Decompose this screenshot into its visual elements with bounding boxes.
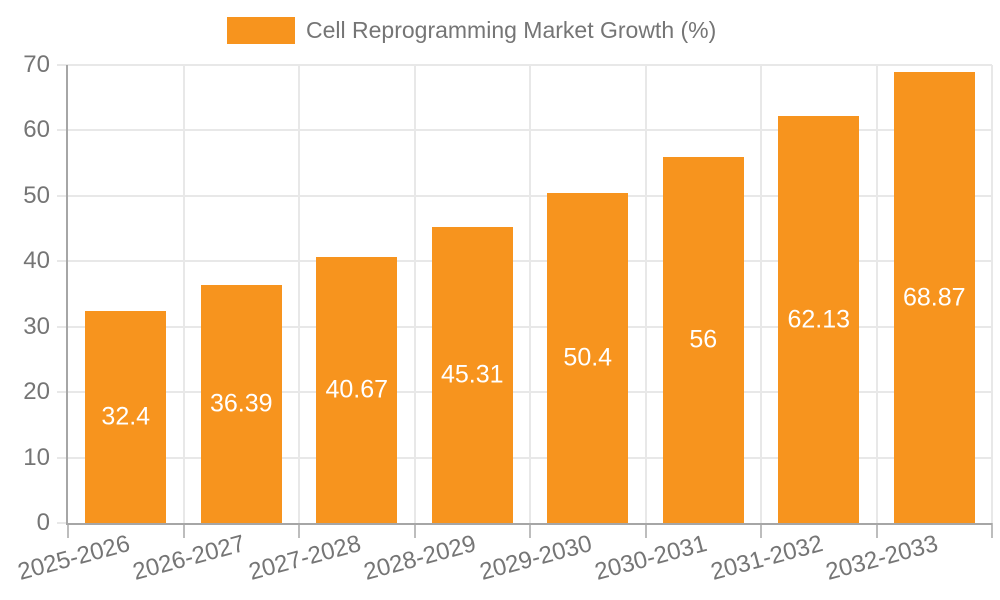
legend-label: Cell Reprogramming Market Growth (%) — [306, 17, 717, 43]
y-axis-tick-label: 70 — [23, 51, 50, 78]
y-axis-tick-label: 10 — [23, 443, 50, 471]
bar-value-label: 32.4 — [101, 402, 151, 431]
x-axis-tick-label: 2026-2027 — [130, 530, 249, 586]
x-axis-tick — [760, 523, 762, 538]
y-gridline — [57, 325, 992, 328]
y-gridline — [57, 129, 992, 132]
x-gridline — [875, 65, 878, 523]
x-gridline — [182, 65, 185, 523]
x-gridline — [298, 65, 300, 523]
x-gridline — [413, 65, 416, 523]
x-axis-tick-label: 2032-2033 — [823, 530, 942, 586]
x-gridline — [991, 65, 993, 523]
x-axis-tick-label: 2031-2032 — [707, 530, 826, 586]
x-axis-tick-label: 2028-2029 — [361, 530, 480, 586]
y-axis-tick-label: 30 — [23, 312, 50, 340]
x-axis-tick-label: 2029-2030 — [476, 530, 595, 586]
y-axis-tick-label: 60 — [23, 116, 50, 144]
y-gridline — [57, 456, 992, 459]
x-axis-tick-label: 2030-2031 — [592, 530, 711, 586]
x-axis-tick — [182, 523, 185, 538]
bar — [778, 116, 860, 523]
y-gridline — [57, 64, 992, 66]
bar — [547, 193, 629, 523]
bar — [893, 72, 975, 523]
y-tick — [57, 522, 68, 524]
bar-value-label: 62.13 — [787, 305, 851, 334]
x-gridline — [760, 65, 762, 523]
x-axis-tick — [413, 523, 416, 538]
bar-value-label: 56 — [689, 325, 718, 354]
x-axis-tick — [67, 523, 69, 538]
x-axis-tick — [298, 523, 300, 538]
y-axis-tick-label: 20 — [23, 378, 50, 406]
x-gridline — [529, 65, 531, 523]
bar-value-label: 36.39 — [209, 389, 273, 418]
x-axis-tick-label: 2025-2026 — [14, 530, 133, 586]
legend-swatch — [227, 17, 295, 44]
x-axis-tick — [644, 523, 647, 538]
bar — [431, 226, 513, 523]
x-axis-tick — [529, 523, 531, 538]
legend: Cell Reprogramming Market Growth (%) — [227, 17, 716, 44]
y-gridline — [57, 260, 992, 263]
bar-value-label: 40.67 — [325, 375, 389, 404]
bar — [662, 156, 744, 523]
bar — [316, 256, 398, 523]
x-axis-tick-label: 2027-2028 — [245, 530, 364, 586]
bar-value-label: 50.4 — [563, 343, 613, 372]
x-axis-line — [66, 523, 992, 525]
x-axis-tick — [991, 523, 993, 538]
y-axis-tick-label: 0 — [36, 509, 50, 536]
bar — [85, 311, 167, 523]
y-gridline — [57, 391, 992, 394]
y-axis-tick-label: 40 — [23, 247, 50, 275]
bar-value-label: 45.31 — [440, 360, 504, 389]
y-axis-tick-label: 50 — [23, 181, 50, 209]
x-gridline — [644, 65, 647, 523]
y-axis-line — [66, 65, 68, 525]
bar-value-label: 68.87 — [902, 283, 966, 312]
y-gridline — [57, 194, 992, 197]
bar — [200, 284, 282, 523]
x-axis-tick — [875, 523, 878, 538]
